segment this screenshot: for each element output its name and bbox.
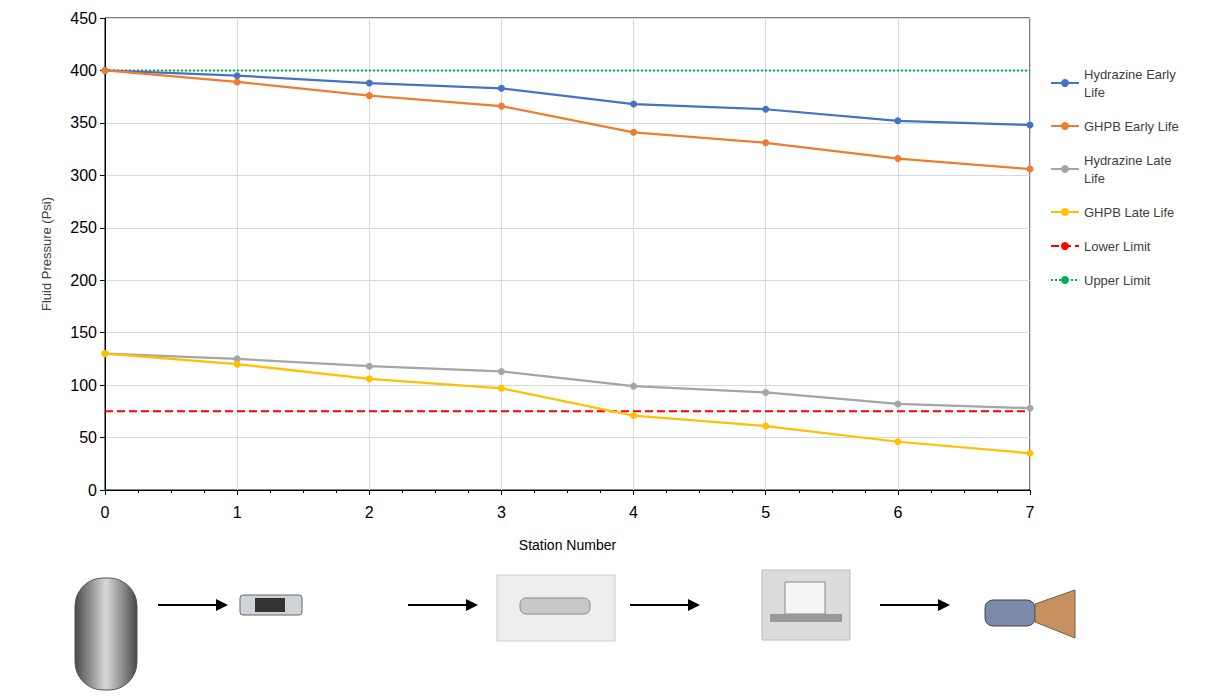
svg-text:1: 1 xyxy=(233,504,242,521)
svg-text:Hydrazine Late: Hydrazine Late xyxy=(1084,153,1171,168)
svg-text:100: 100 xyxy=(70,377,97,394)
svg-text:3: 3 xyxy=(497,504,506,521)
svg-text:250: 250 xyxy=(70,219,97,236)
svg-text:Life: Life xyxy=(1084,171,1105,186)
svg-text:Life: Life xyxy=(1084,85,1105,100)
svg-text:GHPB Early Life: GHPB Early Life xyxy=(1084,119,1179,134)
svg-text:350: 350 xyxy=(70,114,97,131)
svg-text:0: 0 xyxy=(101,504,110,521)
svg-text:50: 50 xyxy=(79,429,97,446)
svg-text:GHPB Late Life: GHPB Late Life xyxy=(1084,205,1174,220)
svg-text:150: 150 xyxy=(70,324,97,341)
svg-text:Station Number: Station Number xyxy=(519,537,617,553)
svg-text:Fluid Pressure (Psi): Fluid Pressure (Psi) xyxy=(39,197,54,311)
svg-text:2: 2 xyxy=(365,504,374,521)
svg-text:Upper Limit: Upper Limit xyxy=(1084,273,1151,288)
svg-text:6: 6 xyxy=(893,504,902,521)
svg-text:400: 400 xyxy=(70,62,97,79)
svg-text:300: 300 xyxy=(70,167,97,184)
svg-text:4: 4 xyxy=(629,504,638,521)
svg-text:7: 7 xyxy=(1026,504,1035,521)
svg-text:5: 5 xyxy=(761,504,770,521)
svg-text:200: 200 xyxy=(70,272,97,289)
svg-text:0: 0 xyxy=(88,482,97,499)
svg-text:Lower Limit: Lower Limit xyxy=(1084,239,1151,254)
svg-text:Hydrazine Early: Hydrazine Early xyxy=(1084,67,1176,82)
svg-text:450: 450 xyxy=(70,10,97,27)
